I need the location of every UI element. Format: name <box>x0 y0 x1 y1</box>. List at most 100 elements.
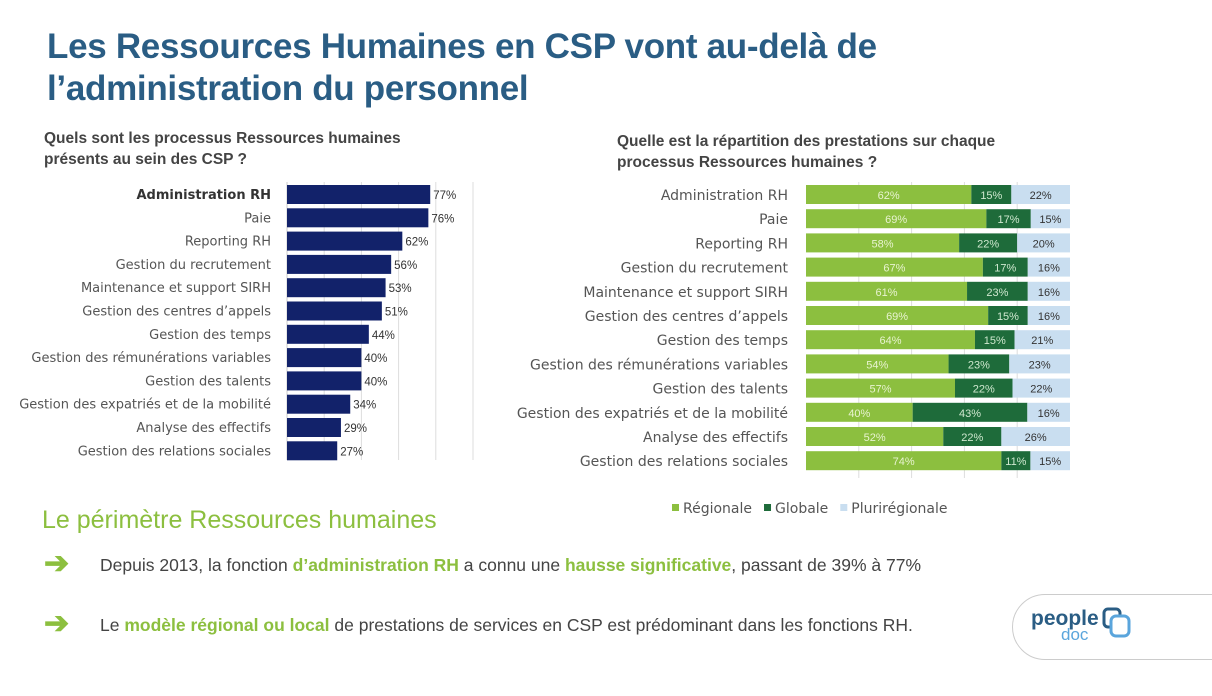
bar-segment-Globale <box>948 354 1010 374</box>
data-label: 77% <box>433 190 456 202</box>
bar-segment-Régionale <box>806 402 913 422</box>
document-icon <box>1102 607 1131 638</box>
title-line: l’administration du personnel <box>47 69 529 108</box>
peopledoc-logo: people doc <box>1012 594 1212 660</box>
bar-segment-Plurirégionale <box>1027 257 1070 277</box>
data-label: 15% <box>980 190 1002 202</box>
data-label: 23% <box>1029 359 1051 371</box>
category-label: Gestion des talents <box>145 374 271 389</box>
text: , passant de 39% à 77% <box>731 555 922 575</box>
data-label: 53% <box>389 283 412 295</box>
bar <box>287 441 338 461</box>
data-label: 15% <box>1039 214 1061 226</box>
highlight: d’administration RH <box>292 555 459 575</box>
category-label: Reporting RH <box>185 235 271 250</box>
bar-segment-Plurirégionale <box>1017 233 1070 253</box>
bar-segment-Globale <box>954 378 1013 398</box>
data-label: 17% <box>994 263 1016 275</box>
category-label: Gestion des relations sociales <box>78 444 272 459</box>
data-label: 40% <box>364 353 387 365</box>
bar <box>287 324 369 344</box>
category-label: Gestion des centres d’appels <box>585 309 788 325</box>
bar-segment-Régionale <box>806 233 960 253</box>
bar-segment-Régionale <box>806 209 987 229</box>
category-label: Gestion du recrutement <box>116 258 271 273</box>
data-label: 74% <box>893 456 915 468</box>
bar-segment-Plurirégionale <box>1027 306 1070 325</box>
bar-segment-Plurirégionale <box>1011 185 1070 204</box>
bar-segment-Régionale <box>806 306 989 325</box>
category-label: Analyse des effectifs <box>136 421 271 436</box>
data-label: 20% <box>1033 238 1055 250</box>
bar-segment-Plurirégionale <box>1030 451 1070 471</box>
bar-segment-Régionale <box>806 354 949 374</box>
data-label: 22% <box>1030 190 1052 202</box>
data-label: 15% <box>984 335 1006 347</box>
bar <box>287 231 403 251</box>
highlight: modèle régional ou local <box>124 615 330 635</box>
data-label: 21% <box>1031 335 1053 347</box>
bar-segment-Régionale <box>806 281 968 301</box>
bar <box>287 394 351 414</box>
category-label: Maintenance et support SIRH <box>583 285 788 301</box>
arrow-icon: ➔ <box>44 607 70 640</box>
title-line: Quelle est la répartition des prestation… <box>617 133 996 150</box>
data-label: 56% <box>394 260 417 272</box>
text: a connu une <box>458 555 565 575</box>
category-label: Maintenance et support SIRH <box>81 281 271 296</box>
bar <box>287 254 392 274</box>
bar-segment-Globale <box>967 281 1028 301</box>
legend-swatch <box>840 504 848 511</box>
data-label: 22% <box>977 238 999 250</box>
bar-segment-Plurirégionale <box>1014 330 1070 350</box>
data-label: 22% <box>1030 384 1052 396</box>
category-label: Administration RH <box>661 188 788 204</box>
category-label: Gestion des rémunérations variables <box>530 357 788 373</box>
bar-segment-Globale <box>982 257 1028 277</box>
bar-segment-Plurirégionale <box>1009 354 1070 374</box>
category-label: Reporting RH <box>695 236 788 252</box>
data-label: 16% <box>1038 287 1060 299</box>
bar <box>287 348 362 368</box>
category-label: Analyse des effectifs <box>643 430 788 446</box>
data-label: 22% <box>961 432 983 444</box>
bar-segment-Régionale <box>806 257 983 277</box>
data-label: 54% <box>866 359 888 371</box>
bar-segment-Globale <box>1001 451 1031 471</box>
legend-label: Plurirégionale <box>851 501 947 517</box>
data-label: 44% <box>372 330 395 342</box>
data-label: 61% <box>876 287 898 299</box>
data-label: 23% <box>968 359 990 371</box>
left-chart-title: Quels sont les processus Ressources huma… <box>44 128 401 170</box>
bar-segment-Globale <box>974 330 1015 350</box>
bar-segment-Plurirégionale <box>1001 427 1070 446</box>
category-label: Paie <box>244 211 271 226</box>
bar-segment-Globale <box>959 233 1018 253</box>
category-label: Gestion du recrutement <box>621 261 789 277</box>
data-label: 15% <box>997 311 1019 323</box>
title-line: présents au sein des CSP ? <box>44 151 248 168</box>
data-label: 27% <box>340 446 363 458</box>
category-label: Gestion des rémunérations variables <box>31 351 271 366</box>
data-label: 26% <box>1025 432 1047 444</box>
data-label: 15% <box>1039 456 1061 468</box>
data-label: 62% <box>405 237 428 249</box>
title-line: processus Ressources humaines ? <box>617 154 878 171</box>
bar-segment-Plurirégionale <box>1030 209 1070 229</box>
bar <box>287 278 386 298</box>
text: Depuis 2013, la fonction <box>100 555 293 575</box>
bullet-point-1: Depuis 2013, la fonction d’administratio… <box>100 553 1000 577</box>
data-label: 76% <box>431 213 454 225</box>
bar <box>287 185 431 204</box>
bar-segment-Plurirégionale <box>1027 402 1070 422</box>
category-label: Administration RH <box>137 188 272 203</box>
bar-segment-Régionale <box>806 330 975 350</box>
bar-segment-Globale <box>943 427 1002 446</box>
bar <box>287 208 429 228</box>
title-line: Quels sont les processus Ressources huma… <box>44 130 401 147</box>
arrow-icon: ➔ <box>44 547 70 580</box>
slide-title: Les Ressources Humaines en CSP vont au-d… <box>47 26 877 110</box>
bar-segment-Globale <box>971 185 1012 204</box>
data-label: 17% <box>998 214 1020 226</box>
